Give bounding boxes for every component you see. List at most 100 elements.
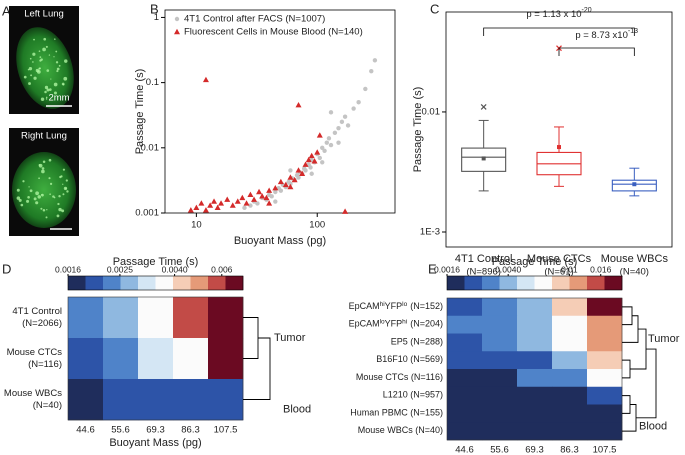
speck <box>46 209 48 211</box>
x-axis-title: Buoyant Mass (pg) <box>109 437 201 449</box>
heatmap-cell <box>103 379 139 421</box>
speck <box>48 177 51 180</box>
panel-label: C <box>430 1 439 16</box>
speck <box>62 83 65 86</box>
speck <box>16 196 21 200</box>
heatmap-cell <box>587 386 623 405</box>
speck <box>40 207 43 210</box>
row-label-part: (N=204) <box>410 319 443 329</box>
point <box>211 198 218 204</box>
dendrogram <box>636 348 657 419</box>
row-label: Mouse WBCs <box>4 388 62 399</box>
point <box>314 149 321 155</box>
point <box>320 145 325 151</box>
point <box>316 132 323 138</box>
heatmap-cell <box>208 379 244 421</box>
row-label: L1210 (N=957) <box>383 390 443 400</box>
colorbar-title: Passage Time (s) <box>492 256 578 268</box>
point <box>342 114 348 119</box>
point <box>295 167 302 173</box>
heatmap-cell <box>552 404 588 423</box>
speck <box>29 57 32 60</box>
heatmap-cell <box>482 369 518 388</box>
heatmap-cell <box>447 315 483 334</box>
group-label: Tumor <box>648 333 680 345</box>
heatmap-cell <box>208 297 244 339</box>
colorbar-tick-label: 0.0016 <box>434 264 460 274</box>
point <box>214 204 221 211</box>
speck <box>48 158 52 162</box>
row-label-part: YFP <box>385 301 403 311</box>
category-count: (N=40) <box>620 267 649 278</box>
heatmap-cell <box>587 333 623 352</box>
point <box>308 152 315 159</box>
image-title: Right Lung <box>21 131 67 142</box>
heatmap-cell <box>552 369 588 388</box>
speck <box>55 50 58 53</box>
row-label: Mouse WBCs (N=40) <box>358 426 443 436</box>
colorbar-frame <box>67 275 244 291</box>
heatmap-cell <box>138 297 174 339</box>
colorbar-segment <box>68 276 86 290</box>
point <box>303 168 308 173</box>
y-tick-label: 0.01 <box>422 106 441 117</box>
heatmap-cell <box>447 386 483 405</box>
speck <box>58 207 62 212</box>
heatmap-cell <box>517 333 553 352</box>
row-label: Mouse CTCs (N=116) <box>356 372 443 382</box>
point <box>336 125 341 131</box>
point <box>242 205 247 211</box>
speck <box>65 179 68 182</box>
point <box>320 160 325 165</box>
panel-label: A <box>2 3 11 18</box>
colorbar-segment <box>155 276 174 290</box>
heatmap-cell <box>447 298 483 317</box>
speck <box>42 160 46 163</box>
speck <box>46 88 50 92</box>
heatmap-cell <box>447 333 483 352</box>
heatmap-cell <box>552 333 588 352</box>
point <box>273 199 278 204</box>
mean <box>481 156 486 161</box>
heatmap-cell <box>552 298 588 317</box>
speck <box>33 38 35 41</box>
heatmap-cell <box>208 338 244 380</box>
row-label-part: hi <box>402 318 407 325</box>
group-label: Tumor <box>274 332 306 344</box>
x-tick-label: 86.3 <box>560 445 579 455</box>
colorbar-segment <box>225 276 244 290</box>
row-label: EpCAMhiYFPlo (N=152) <box>349 301 443 312</box>
speck <box>40 97 45 101</box>
heatmap-cell <box>587 404 623 423</box>
speck <box>28 186 30 188</box>
heatmap-cell <box>517 404 553 423</box>
speck <box>56 70 59 73</box>
dendrogram <box>622 359 631 379</box>
speck <box>48 54 51 56</box>
point <box>193 204 200 211</box>
heatmap-cell <box>517 315 553 334</box>
panel-label: E <box>428 261 437 276</box>
colorbar-tick-label: 0.006 <box>211 264 233 274</box>
point <box>317 155 322 161</box>
row-label-part: (N=152) <box>410 301 443 311</box>
lung-left <box>16 27 74 109</box>
colorbar-tick-label: 0.01 <box>561 264 578 274</box>
x-tick-label: 4T1 Control <box>455 253 512 265</box>
colorbar-tick-label: 0.0016 <box>55 264 81 274</box>
speck <box>58 195 61 198</box>
speck <box>18 198 22 202</box>
point <box>326 136 332 141</box>
x-tick-label: 86.3 <box>181 425 200 436</box>
point <box>251 196 258 202</box>
speck <box>45 96 48 99</box>
point <box>259 193 266 199</box>
p-value-text: p = 1.13 x 10 <box>526 9 581 20</box>
row-label-part: Mouse CTCs (N=116) <box>356 372 443 382</box>
speck <box>38 177 40 180</box>
heatmap-cell <box>103 297 139 339</box>
heatmap-cell <box>68 338 104 380</box>
point <box>187 207 194 213</box>
image-title: Left Lung <box>24 9 64 20</box>
